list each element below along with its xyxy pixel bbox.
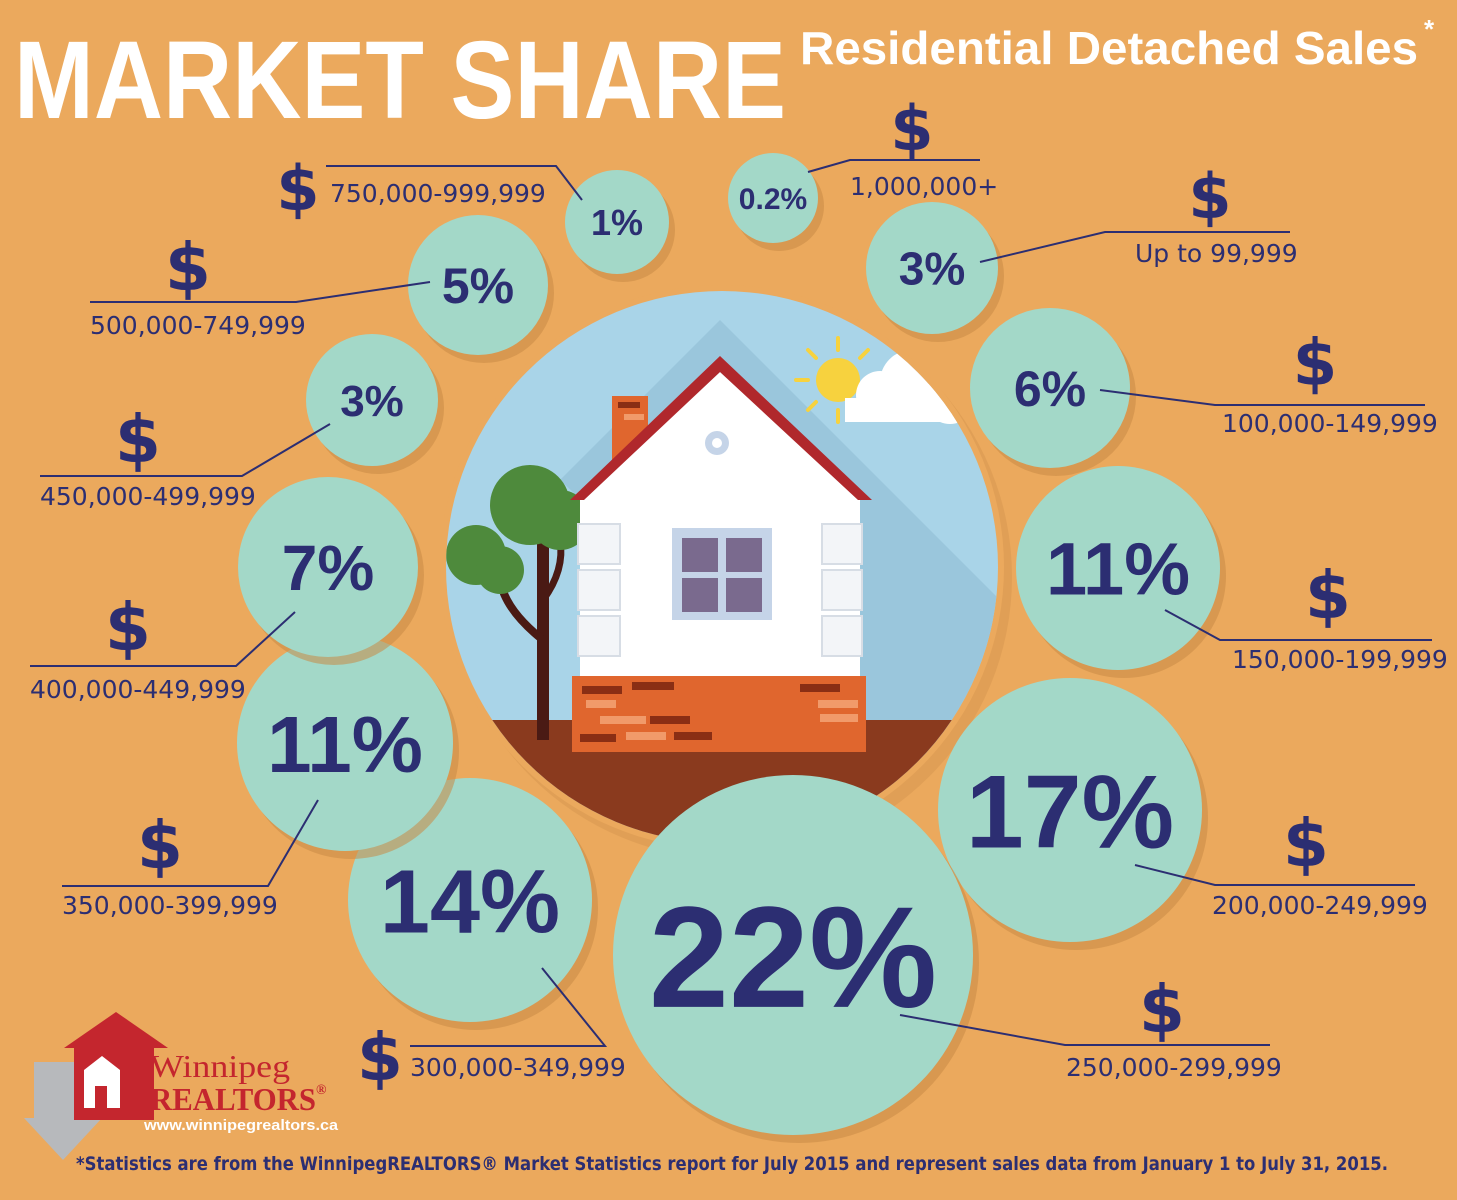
dollar-sign-icon: $ <box>1188 160 1231 233</box>
leader-line <box>30 611 296 667</box>
main-title: MARKET SHARE <box>14 19 786 142</box>
price-range-label: 300,000-349,999 <box>410 1053 626 1082</box>
bubble-percent-label: 5% <box>442 258 514 314</box>
bubble-layer: 3% Up to 99,999 $6% 100,000-149,999 $11% 150,… <box>30 92 1448 1143</box>
segment-500-000-749-999: 5% 500,000-749,999 $ <box>90 215 554 363</box>
bubble-percent-label: 3% <box>899 243 965 295</box>
dollar-sign-icon: $ <box>1293 327 1338 401</box>
logo-reg-mark: ® <box>316 1083 327 1098</box>
bubble-percent-label: 1% <box>591 202 643 243</box>
bubble <box>306 334 438 466</box>
leader-line <box>90 281 431 303</box>
bubble <box>1016 466 1220 670</box>
subtitle-asterisk: * <box>1424 14 1435 44</box>
bubble-percent-label: 7% <box>282 532 375 604</box>
price-range-label: 450,000-499,999 <box>40 482 256 511</box>
bubble-percent-label: 11% <box>267 700 423 789</box>
price-range-label: 150,000-199,999 <box>1232 645 1448 674</box>
segment-250-000-299-999: 22% 250,000-299,999 $ <box>613 775 1282 1143</box>
bubble-percent-label: 0.2% <box>739 183 807 216</box>
bubble-percent-label: 3% <box>340 377 404 426</box>
segment-1-000-000-: 0.2% 1,000,000+ $ <box>728 92 998 251</box>
bubble <box>408 215 548 355</box>
leader-line <box>1099 389 1425 406</box>
dollar-sign-icon: $ <box>165 229 211 306</box>
leader-line <box>62 799 319 887</box>
bubble-percent-label: 6% <box>1014 361 1086 417</box>
segment-400-000-449-999: 7% 400,000-449,999 $ <box>30 477 424 704</box>
house-arrow-icon <box>24 1012 168 1160</box>
leader-line <box>410 967 608 1047</box>
leader-line <box>899 1014 1270 1046</box>
house-illustration <box>440 285 1012 859</box>
price-range-label: 400,000-449,999 <box>30 675 246 704</box>
price-range-label: 750,000-999,999 <box>330 179 546 208</box>
leader-line <box>1164 609 1432 641</box>
segment-750-000-999-999: 1% 750,000-999,999 $ <box>276 152 675 282</box>
segment-350-000-399-999: 11% 350,000-399,999 $ <box>62 635 459 920</box>
sun-icon <box>794 336 870 424</box>
bubble <box>237 635 453 851</box>
segment-100-000-149-999: 6% 100,000-149,999 $ <box>970 308 1438 476</box>
dollar-sign-icon: $ <box>115 401 161 478</box>
winnipeg-realtors-logo: Winnipeg REALTORS ® www.winnipegrealtors… <box>24 1012 339 1160</box>
logo-url: www.winnipegrealtors.ca <box>143 1117 339 1134</box>
subtitle: Residential Detached Sales <box>800 22 1418 74</box>
bubble-percent-label: 14% <box>380 852 560 952</box>
tree-icon <box>446 465 590 740</box>
dollar-sign-icon: $ <box>357 1019 403 1096</box>
leader-line <box>979 231 1290 263</box>
segment-200-000-249-999: 17% 200,000-249,999 $ <box>938 678 1428 950</box>
price-range-label: 100,000-149,999 <box>1222 409 1438 438</box>
dollar-sign-icon: $ <box>1139 971 1185 1048</box>
logo-line1: Winnipeg <box>150 1048 290 1084</box>
footnote: *Statistics are from the WinnipegREALTOR… <box>76 1153 1388 1175</box>
bubble-percent-label: 11% <box>1046 528 1190 611</box>
bubble <box>938 678 1202 942</box>
leader-line <box>1134 864 1415 886</box>
dollar-sign-icon: $ <box>890 92 933 165</box>
leader-line <box>807 159 980 173</box>
price-range-label: 250,000-299,999 <box>1066 1053 1282 1082</box>
logo-line2: REALTORS <box>150 1081 316 1117</box>
segment-450-000-499-999: 3% 450,000-499,999 $ <box>40 334 444 511</box>
segment-up-to-99-999: 3% Up to 99,999 $ <box>866 160 1298 342</box>
bubble-percent-label: 22% <box>649 877 937 1038</box>
price-range-label: Up to 99,999 <box>1135 239 1298 268</box>
dollar-sign-icon: $ <box>276 152 319 225</box>
bubble <box>728 153 818 243</box>
bubble <box>238 477 418 657</box>
price-range-label: 1,000,000+ <box>850 172 998 201</box>
bubble-percent-label: 17% <box>966 754 1174 870</box>
dollar-sign-icon: $ <box>105 589 151 666</box>
bubble <box>565 170 669 274</box>
leader-line <box>326 165 583 201</box>
price-range-label: 200,000-249,999 <box>1212 891 1428 920</box>
bubble <box>866 202 998 334</box>
price-range-label: 350,000-399,999 <box>62 891 278 920</box>
dollar-sign-icon: $ <box>137 807 183 884</box>
price-range-label: 500,000-749,999 <box>90 311 306 340</box>
bubble <box>613 775 973 1135</box>
segment-150-000-199-999: 11% 150,000-199,999 $ <box>1016 466 1448 678</box>
dollar-sign-icon: $ <box>1283 805 1329 882</box>
leader-line <box>40 423 331 477</box>
bubble <box>970 308 1130 468</box>
dollar-sign-icon: $ <box>1305 557 1351 634</box>
